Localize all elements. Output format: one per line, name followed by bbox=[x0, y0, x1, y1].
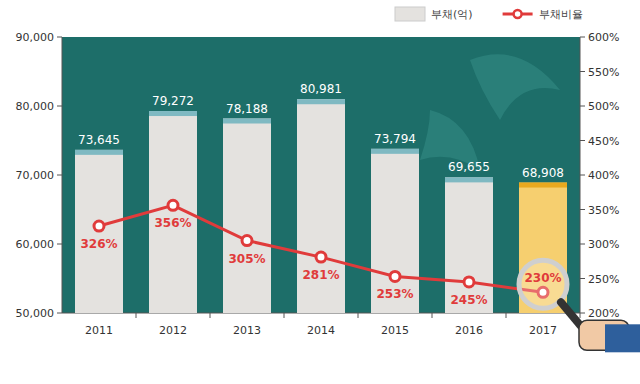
y2-tick-label: 550% bbox=[588, 66, 619, 79]
y2-tick-label: 500% bbox=[588, 100, 619, 113]
legend-label: 부채(억) bbox=[431, 8, 473, 21]
x-tick-label: 2011 bbox=[85, 324, 113, 337]
x-tick-label: 2012 bbox=[159, 324, 187, 337]
y2-tick bbox=[580, 244, 585, 245]
y2-tick-label: 250% bbox=[588, 273, 619, 286]
y2-tick-label: 300% bbox=[588, 238, 619, 251]
line-marker bbox=[316, 252, 326, 262]
bar bbox=[297, 99, 345, 313]
line-label: 305% bbox=[228, 252, 265, 266]
line-marker bbox=[94, 221, 104, 231]
line-marker bbox=[464, 277, 474, 287]
bar-cap bbox=[75, 150, 123, 155]
x-tick-label: 2013 bbox=[233, 324, 261, 337]
y2-tick bbox=[580, 106, 585, 107]
x-tick-label: 2014 bbox=[307, 324, 335, 337]
y2-tick bbox=[580, 140, 585, 141]
decoration bbox=[420, 54, 560, 170]
y2-tick bbox=[580, 175, 585, 176]
bar-cap bbox=[519, 183, 567, 188]
y-tick bbox=[57, 313, 62, 314]
x-tick bbox=[284, 313, 285, 318]
bar-cap bbox=[445, 177, 493, 182]
bar-label: 69,655 bbox=[448, 160, 490, 174]
y-tick-label: 80,000 bbox=[16, 100, 55, 113]
bar-label: 73,794 bbox=[374, 132, 416, 146]
line-label: 281% bbox=[302, 268, 339, 282]
legend-label: 부채비율 bbox=[539, 8, 583, 21]
bar-cap bbox=[149, 111, 197, 116]
y-tick-label: 70,000 bbox=[16, 169, 55, 182]
y-tick-label: 50,000 bbox=[16, 307, 55, 320]
x-tick bbox=[506, 313, 507, 318]
bar-label: 79,272 bbox=[152, 94, 194, 108]
bar bbox=[519, 183, 567, 313]
bar bbox=[445, 177, 493, 313]
bar-cap bbox=[371, 149, 419, 154]
legend-marker bbox=[514, 10, 522, 18]
line-marker bbox=[390, 271, 400, 281]
line-marker bbox=[242, 236, 252, 246]
magnifier-handle bbox=[561, 302, 581, 326]
background bbox=[0, 0, 640, 384]
y-tick-label: 60,000 bbox=[16, 238, 55, 251]
line-label: 245% bbox=[450, 293, 487, 307]
bar bbox=[223, 119, 271, 313]
bar bbox=[75, 150, 123, 313]
y2-tick-label: 450% bbox=[588, 135, 619, 148]
y-tick bbox=[57, 106, 62, 107]
marks bbox=[75, 99, 567, 313]
bar-label: 73,645 bbox=[78, 133, 120, 147]
bar-label: 80,981 bbox=[300, 82, 342, 96]
y2-tick-label: 200% bbox=[588, 307, 619, 320]
y2-tick-label: 600% bbox=[588, 31, 619, 44]
legend-swatch bbox=[395, 7, 425, 21]
x-tick bbox=[136, 313, 137, 318]
sleeve bbox=[605, 324, 640, 352]
x-tick bbox=[432, 313, 433, 318]
line-label: 253% bbox=[376, 287, 413, 301]
y2-tick-label: 400% bbox=[588, 169, 619, 182]
line-label: 356% bbox=[154, 216, 191, 230]
bar-label: 68,908 bbox=[522, 166, 564, 180]
y2-tick bbox=[580, 313, 585, 314]
y2-tick bbox=[580, 209, 585, 210]
chart: 50,000 60,000 70,000 80,000 90,000 200% 250% 30… bbox=[0, 0, 640, 384]
x-tick bbox=[358, 313, 359, 318]
line bbox=[99, 205, 543, 292]
x-tick-label: 2016 bbox=[455, 324, 483, 337]
line-label: 326% bbox=[80, 237, 117, 251]
x-tick bbox=[210, 313, 211, 318]
labels: 73,645 79,272 78,188 80,981 73,794 69,655 68,9… bbox=[78, 82, 564, 307]
x-tick-label: 2017 bbox=[529, 324, 557, 337]
y2-tick bbox=[580, 37, 585, 38]
y2-tick bbox=[580, 278, 585, 279]
bar-cap bbox=[223, 119, 271, 124]
y2-tick bbox=[580, 71, 585, 72]
bar bbox=[371, 149, 419, 313]
bar-label: 78,188 bbox=[226, 102, 268, 116]
y-tick-label: 90,000 bbox=[16, 31, 55, 44]
legend: 부채(억) 부채비율 bbox=[395, 7, 583, 21]
line-marker bbox=[168, 200, 178, 210]
y2-tick-label: 350% bbox=[588, 204, 619, 217]
plot-area bbox=[62, 37, 580, 313]
y-tick bbox=[57, 244, 62, 245]
x-tick bbox=[580, 313, 581, 318]
line-label: 230% bbox=[524, 271, 561, 285]
y-tick bbox=[57, 37, 62, 38]
magnifier bbox=[519, 260, 640, 352]
y-tick bbox=[57, 175, 62, 176]
x-tick-label: 2015 bbox=[381, 324, 409, 337]
bar-cap bbox=[297, 99, 345, 104]
